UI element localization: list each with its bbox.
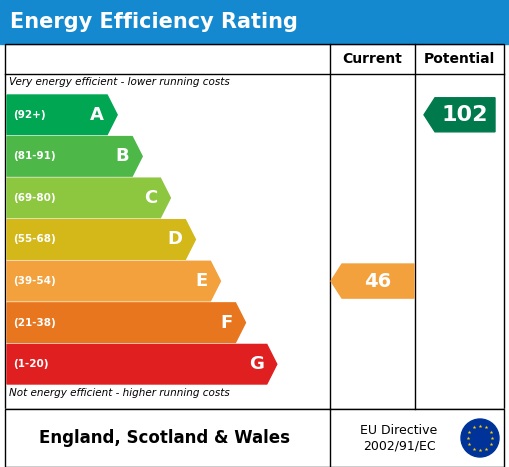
Text: Current: Current (343, 52, 403, 66)
Polygon shape (7, 95, 117, 134)
Text: F: F (220, 314, 233, 332)
Text: D: D (167, 231, 182, 248)
Bar (5, 409, 504, 467)
Text: B: B (116, 148, 129, 165)
Text: Energy Efficiency Rating: Energy Efficiency Rating (10, 12, 298, 32)
Text: England, Scotland & Wales: England, Scotland & Wales (40, 429, 291, 447)
Polygon shape (424, 98, 495, 132)
Text: 102: 102 (442, 105, 488, 125)
Text: (1-20): (1-20) (13, 359, 48, 369)
Text: Potential: Potential (424, 52, 495, 66)
Text: E: E (195, 272, 208, 290)
Bar (5, 44, 504, 409)
Text: G: G (249, 355, 264, 373)
Bar (0, 0, 509, 44)
Text: (21-38): (21-38) (13, 318, 56, 328)
Text: EU Directive: EU Directive (360, 424, 438, 437)
Polygon shape (331, 264, 414, 298)
Polygon shape (7, 261, 220, 301)
Text: A: A (90, 106, 104, 124)
Text: 46: 46 (364, 272, 391, 290)
Text: (92+): (92+) (13, 110, 46, 120)
Text: C: C (144, 189, 157, 207)
Polygon shape (7, 219, 195, 259)
Text: (55-68): (55-68) (13, 234, 56, 245)
Text: Very energy efficient - lower running costs: Very energy efficient - lower running co… (9, 77, 230, 87)
Text: 2002/91/EC: 2002/91/EC (363, 439, 435, 453)
Circle shape (461, 419, 499, 457)
Text: (69-80): (69-80) (13, 193, 55, 203)
Text: Not energy efficient - higher running costs: Not energy efficient - higher running co… (9, 388, 230, 398)
Bar (0, 409, 509, 467)
Polygon shape (7, 178, 171, 218)
Text: (81-91): (81-91) (13, 151, 55, 162)
Polygon shape (7, 345, 277, 384)
Polygon shape (7, 303, 245, 342)
Text: (39-54): (39-54) (13, 276, 56, 286)
Polygon shape (7, 136, 142, 176)
